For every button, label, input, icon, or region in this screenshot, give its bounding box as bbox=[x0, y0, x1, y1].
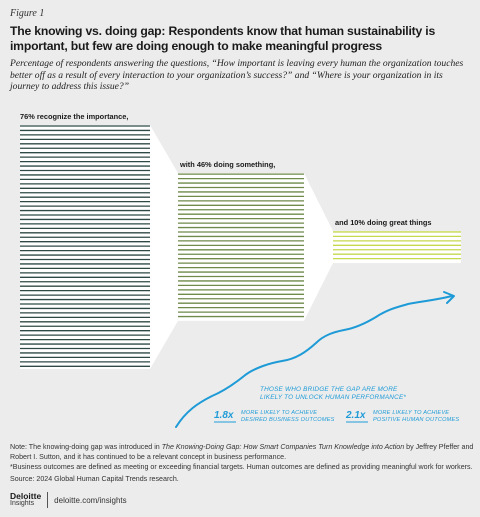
figure-label: Figure 1 bbox=[10, 8, 45, 19]
bar bbox=[333, 230, 461, 264]
notes: Note: The knowing-doing gap was introduc… bbox=[10, 442, 474, 484]
footer-divider bbox=[47, 492, 49, 508]
definition-text: *Business outcomes are defined as meetin… bbox=[10, 463, 473, 471]
bar bbox=[20, 125, 150, 369]
funnel-shapes bbox=[150, 125, 333, 369]
bar-group bbox=[20, 125, 461, 369]
trend-arrow-line bbox=[175, 295, 453, 428]
deloitte-logo: Deloitte Insights bbox=[10, 491, 42, 507]
funnel-connector bbox=[150, 125, 178, 369]
funnel-connector bbox=[304, 173, 333, 321]
bar-label: and 10% doing great things bbox=[335, 218, 432, 227]
annotation-stat: 2.1x MORE LIKELY TO ACHIEVE POSITIVE HUMAN… bbox=[345, 410, 459, 423]
stat-text: MORE LIKELY TO ACHIEVE POSITIVE HUMAN OUT… bbox=[373, 410, 459, 423]
note-text: Note: The knowing-doing gap was introduc… bbox=[10, 443, 474, 461]
chart-title: The knowing vs. doing gap: Respondents k… bbox=[10, 24, 436, 53]
arrowhead-icon bbox=[443, 291, 455, 304]
source-text: Source: 2024 Global Human Capital Trends… bbox=[10, 475, 179, 483]
annotation-headline: THOSE WHO BRIDGE THE GAP ARE MORE LIKELY … bbox=[260, 386, 406, 401]
annotation-stat: 1.8x MORE LIKELY TO ACHIEVE DESIRED BUSINE… bbox=[214, 410, 335, 423]
stat-text: MORE LIKELY TO ACHIEVE DESIRED BUSINESS O… bbox=[241, 410, 335, 423]
chart-subtitle: Percentage of respondents answering the … bbox=[10, 58, 464, 92]
bar-label: 76% recognize the importance, bbox=[20, 112, 128, 121]
stat-value: 2.1x bbox=[345, 410, 366, 421]
bar-labels: 76% recognize the importance, with 46% do… bbox=[20, 112, 432, 227]
bar-label: with 46% doing something, bbox=[179, 160, 275, 169]
annotation: THOSE WHO BRIDGE THE GAP ARE MORE LIKELY … bbox=[175, 291, 459, 428]
footer-url: deloitte.com/insights bbox=[54, 495, 127, 505]
stat-value: 1.8x bbox=[214, 410, 234, 421]
footer: Deloitte Insights deloitte.com/insights bbox=[10, 492, 127, 508]
bar bbox=[178, 173, 304, 321]
